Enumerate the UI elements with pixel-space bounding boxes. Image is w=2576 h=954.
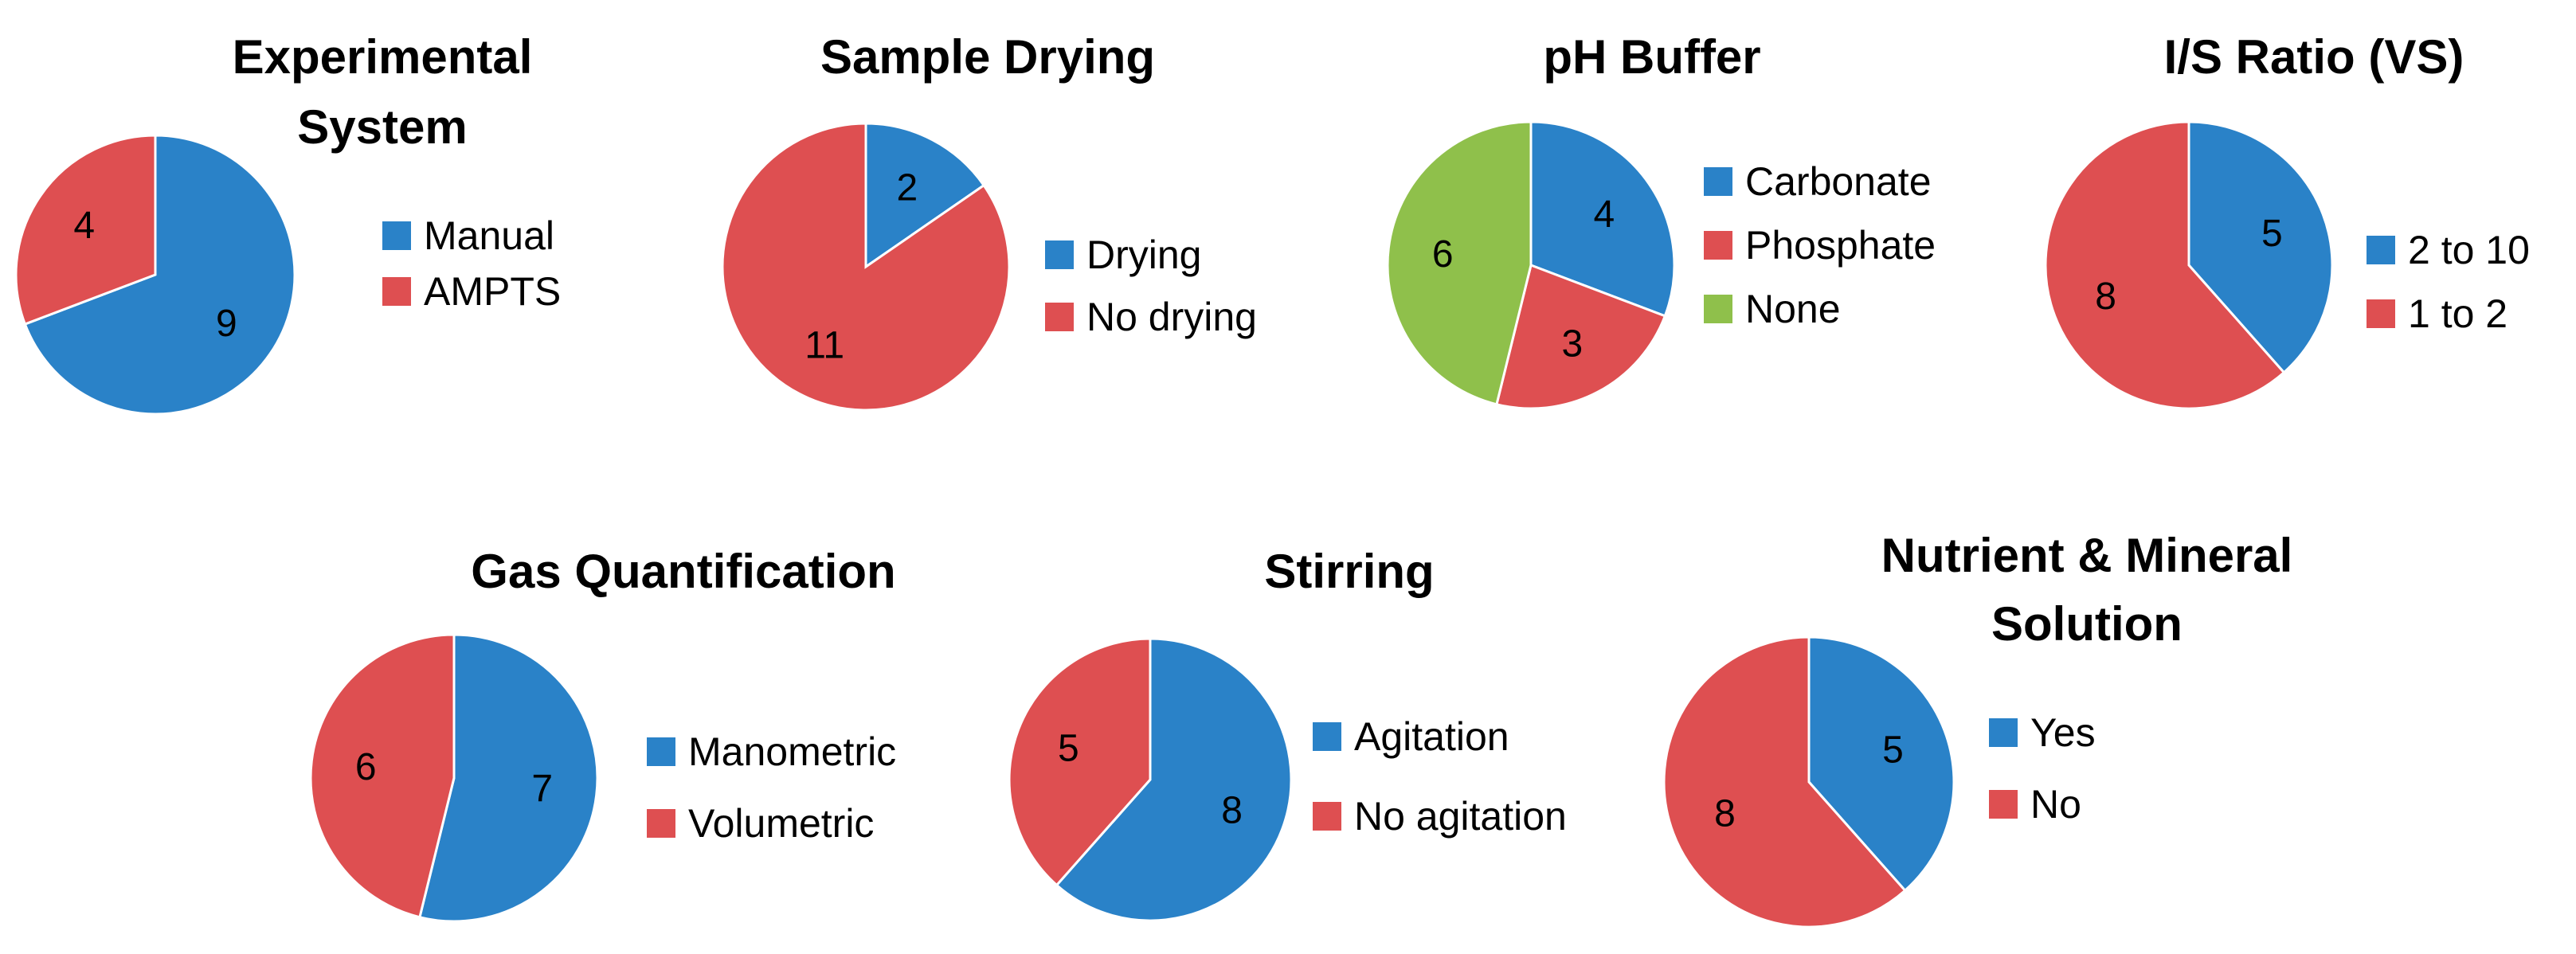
slice-value-label: 2 (897, 167, 918, 209)
legend-swatch (1045, 303, 1074, 331)
legend-label: No (2030, 782, 2081, 827)
legend-item-manual: Manual (382, 213, 554, 258)
slice-value-label: 5 (1882, 729, 1904, 771)
pie-slice-1-to-2 (2044, 120, 2286, 410)
pie-chart-5: Gas Quantification 7 6 Manometric Volumetric (309, 545, 896, 923)
legend-swatch (1989, 718, 2018, 747)
legend-swatch (1989, 790, 2018, 819)
pie-slice-agitation (1055, 637, 1293, 922)
chart-title-line: Solution (1991, 597, 2183, 651)
legend-item-phosphate: Phosphate (1704, 223, 1936, 268)
legend-label: Yes (2030, 710, 2096, 755)
legend-item-agitation: Agitation (1313, 714, 1509, 759)
pie-slice-drying (864, 122, 986, 269)
slice-value-label: 3 (1562, 323, 1584, 365)
legend-swatch (1704, 231, 1732, 260)
legend-item-drying: Drying (1045, 233, 1201, 277)
pie-chart-6: Stirring 8 5 Agitation No agitation (1008, 545, 1567, 922)
pie-slice-none (1386, 120, 1533, 406)
pie-slice-no-agitation (1008, 637, 1152, 887)
legend-swatch (2367, 236, 2395, 264)
legend-swatch (1045, 240, 1074, 269)
legend-swatch (382, 221, 411, 250)
pie-chart-1: Experimental System 9 4 Manual AMPTS (14, 30, 561, 416)
legend-item-yes: Yes (1989, 710, 2096, 755)
legend-label: None (1745, 287, 1841, 331)
slice-value-label: 7 (531, 768, 553, 810)
legend-label: AMPTS (424, 269, 561, 314)
slice-value-label: 5 (2261, 213, 2283, 255)
pie-chart-7: Nutrient & Mineral Solution 5 8 Yes No (1662, 529, 2293, 929)
pie-slice-manometric (418, 633, 599, 923)
slice-value-label: 6 (355, 746, 377, 788)
legend-swatch (1704, 295, 1732, 323)
slice-value-label: 8 (1221, 789, 1243, 831)
pie-slice-volumetric (309, 633, 456, 919)
legend-item-1-to-2: 1 to 2 (2367, 291, 2507, 336)
legend-label: 2 to 10 (2408, 228, 2530, 272)
chart-title-line: Gas Quantification (471, 545, 895, 598)
chart-title-line: Experimental (233, 30, 533, 84)
legend-label: Carbonate (1745, 159, 1932, 204)
pie-slice-2-to-10 (2187, 120, 2334, 374)
pie-slice-phosphate (1495, 263, 1667, 410)
legend-label: No drying (1086, 295, 1257, 339)
chart-title-line: Nutrient & Mineral (1881, 529, 2293, 582)
chart-title-line: Stirring (1264, 545, 1434, 598)
legend-item-no: No (1989, 782, 2081, 827)
legend-swatch (382, 277, 411, 306)
legend-label: 1 to 2 (2408, 291, 2507, 336)
legend-label: Manometric (688, 729, 896, 774)
legend-item-carbonate: Carbonate (1704, 159, 1932, 204)
legend-swatch (2367, 299, 2395, 328)
pie-slice-yes (1807, 635, 1955, 893)
legend-label: Phosphate (1745, 223, 1936, 268)
legend-item-no-agitation: No agitation (1313, 794, 1567, 839)
legend-item-manometric: Manometric (647, 729, 896, 774)
legend-swatch (1313, 722, 1341, 751)
pie-slice-carbonate (1529, 120, 1676, 318)
legend-item-no-drying: No drying (1045, 295, 1257, 339)
legend-label: Volumetric (688, 801, 874, 846)
slice-value-label: 6 (1432, 233, 1454, 276)
pie-slice-no (1662, 635, 1907, 929)
chart-title-line: pH Buffer (1543, 30, 1760, 84)
legend-item-2-to-10: 2 to 10 (2367, 228, 2530, 272)
legend-label: No agitation (1354, 794, 1567, 839)
slice-value-label: 11 (805, 324, 844, 366)
chart-title-line: System (297, 100, 467, 154)
pie-slice-no-drying (721, 122, 1011, 412)
legend-swatch (1313, 802, 1341, 831)
pie-chart-3: pH Buffer 4 3 6 Carbonate Phosphate None (1386, 30, 1936, 410)
slice-value-label: 9 (216, 303, 237, 345)
pie-slice-ampts (14, 134, 157, 326)
legend-swatch (1704, 167, 1732, 196)
legend-swatch (647, 737, 675, 766)
slice-value-label: 5 (1058, 728, 1079, 770)
legend-label: Manual (424, 213, 554, 258)
slice-value-label: 4 (1593, 194, 1615, 236)
pie-chart-2: Sample Drying 2 11 Drying No drying (721, 30, 1257, 412)
legend-label: Drying (1086, 233, 1201, 277)
legend-swatch (647, 809, 675, 838)
slice-value-label: 4 (73, 205, 95, 247)
legend-label: Agitation (1354, 714, 1509, 759)
legend-item-volumetric: Volumetric (647, 801, 874, 846)
pie-slice-manual (23, 134, 296, 416)
slice-value-label: 8 (2095, 276, 2116, 318)
pie-chart-4: I/S Ratio (VS) 5 8 2 to 10 1 to 2 (2044, 30, 2530, 410)
chart-title-line: Sample Drying (820, 30, 1155, 84)
slice-value-label: 8 (1714, 793, 1736, 835)
legend-item-none: None (1704, 287, 1841, 331)
chart-title-line: I/S Ratio (VS) (2164, 30, 2464, 84)
legend-item-ampts: AMPTS (382, 269, 561, 314)
